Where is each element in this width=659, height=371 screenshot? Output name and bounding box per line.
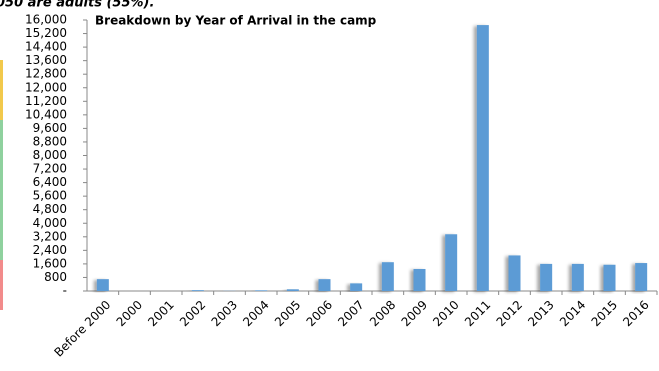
- bar: [350, 283, 363, 291]
- y-tick-label: 11,200: [25, 94, 67, 108]
- y-tick-label: 14,400: [25, 40, 67, 54]
- y-tick-label: -: [63, 284, 67, 298]
- y-tick-label: 4,800: [33, 202, 67, 216]
- x-tick-label: 2015: [589, 298, 620, 329]
- y-tick-label: 7,200: [33, 162, 67, 176]
- chart-title: Breakdown by Year of Arrival in the camp: [95, 14, 377, 28]
- x-tick-label: 2007: [335, 298, 366, 329]
- x-tick-label: 2002: [177, 298, 208, 329]
- y-tick-label: 5,600: [33, 189, 67, 203]
- x-tick-label: 2004: [240, 298, 271, 329]
- y-tick-label: 8,800: [33, 134, 67, 148]
- edge-strip: [0, 60, 3, 120]
- x-tick-label: 2000: [114, 298, 145, 329]
- bar: [635, 263, 648, 291]
- y-tick-label: 1,600: [33, 256, 67, 270]
- bar: [191, 290, 204, 291]
- bar: [96, 279, 109, 291]
- bar: [508, 255, 521, 291]
- x-tick-label: 2003: [209, 298, 240, 329]
- x-tick-label: 2010: [430, 298, 461, 329]
- y-tick-label: 16,000: [25, 13, 67, 27]
- bar: [381, 262, 394, 291]
- bar: [476, 25, 489, 292]
- x-tick-label: 2005: [272, 298, 303, 329]
- x-tick-label: 2009: [399, 298, 430, 329]
- x-tick-label: 2016: [620, 298, 651, 329]
- x-tick-label: 2014: [557, 298, 588, 329]
- y-tick-label: 9,600: [33, 121, 67, 135]
- header-fragment: 050 are adults (55%).: [0, 0, 154, 11]
- edge-strip: [0, 260, 3, 310]
- y-tick-label: 2,400: [33, 243, 67, 257]
- x-tick-label: 2001: [145, 298, 176, 329]
- x-tick-label: 2012: [494, 298, 525, 329]
- x-tick-label: 2011: [462, 298, 493, 329]
- x-tick-label: 2013: [525, 298, 556, 329]
- bar: [286, 289, 299, 291]
- y-tick-label: 800: [44, 270, 67, 284]
- bar: [255, 290, 268, 291]
- y-tick-label: 8,000: [33, 148, 67, 162]
- y-tick-label: 12,800: [25, 67, 67, 81]
- edge-strip: [0, 120, 3, 260]
- y-tick-label: 3,200: [33, 229, 67, 243]
- x-tick-label: Before 2000: [51, 298, 113, 360]
- y-tick-label: 6,400: [33, 175, 67, 189]
- y-tick-label: 15,200: [25, 26, 67, 40]
- bar: [603, 264, 616, 291]
- y-tick-label: 4,000: [33, 216, 67, 230]
- y-tick-label: 13,600: [25, 53, 67, 67]
- bar: [318, 279, 331, 291]
- bar: [445, 234, 458, 291]
- bar: [571, 263, 584, 291]
- x-tick-label: 2006: [304, 298, 335, 329]
- y-tick-label: 12,000: [25, 80, 67, 94]
- bar: [540, 263, 553, 291]
- y-tick-label: 10,400: [25, 107, 67, 121]
- bar: [413, 268, 426, 291]
- x-tick-label: 2008: [367, 298, 398, 329]
